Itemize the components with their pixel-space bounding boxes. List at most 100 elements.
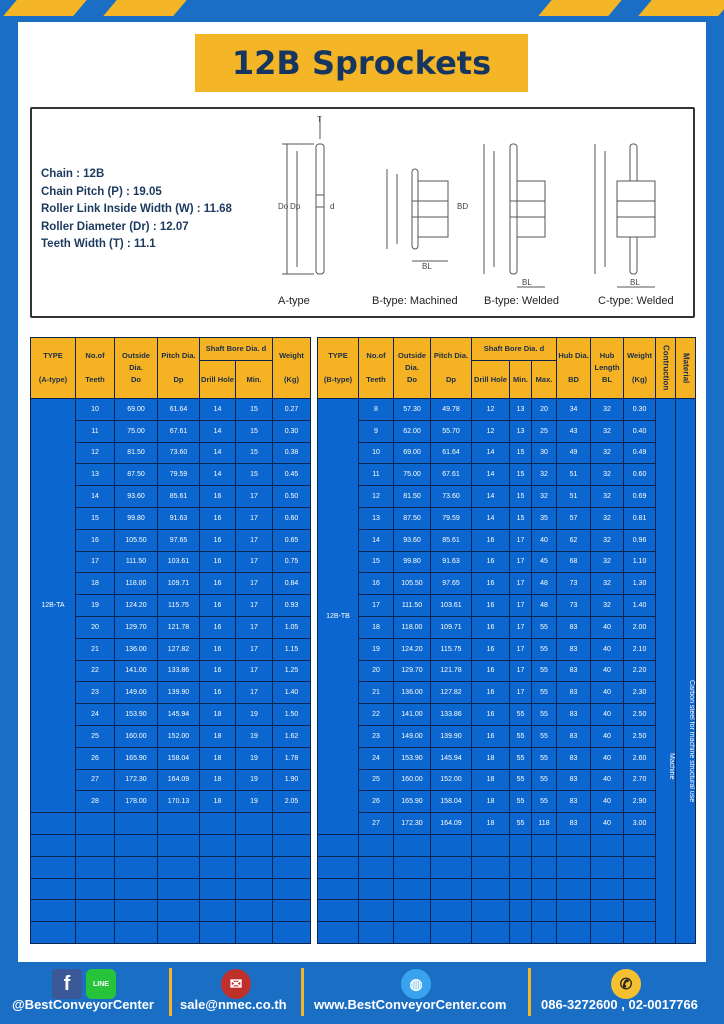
- table-cell: [556, 899, 592, 923]
- table-cell: 83: [556, 703, 592, 726]
- table-cell: [317, 855, 359, 879]
- table-cell: 25: [75, 724, 115, 748]
- table-cell: 91.63: [157, 506, 200, 530]
- table-cell: 93.60: [114, 485, 158, 508]
- social-handle[interactable]: @BestConveyorCenter: [12, 997, 154, 1012]
- table-cell: 17: [509, 659, 532, 683]
- table-cell: 118.00: [393, 615, 431, 639]
- table-cell: 19: [235, 746, 273, 770]
- table-cell: [358, 899, 394, 923]
- table-row: 22 141.00 133.86 16 17 1.25: [31, 659, 311, 683]
- table-cell: [430, 877, 472, 901]
- header-pitch-dia: Pitch Dia. Dp: [157, 337, 200, 399]
- table-cell: 55: [509, 768, 532, 792]
- table-cell: 16: [358, 572, 394, 596]
- facebook-icon[interactable]: f: [52, 969, 82, 999]
- table-cell: [623, 833, 657, 857]
- footer: f LINE @BestConveyorCenter ✉ sale@nmec.c…: [0, 965, 724, 1024]
- table-cell: 17: [509, 637, 532, 661]
- header-drill-hole: Drill Hole: [471, 360, 510, 399]
- table-cell: 32: [590, 398, 625, 421]
- table-cell: 97.65: [157, 528, 200, 552]
- table-cell: 83: [556, 615, 592, 639]
- table-cell: 0.27: [272, 398, 311, 421]
- table-cell: 109.71: [157, 572, 200, 596]
- table-cell: [430, 921, 472, 944]
- table-cell: 17: [235, 594, 273, 617]
- table-cell: 19: [358, 637, 394, 661]
- table-cell: 15: [509, 463, 532, 487]
- globe-icon: ◍: [401, 969, 431, 999]
- table-cell: [590, 921, 625, 944]
- table-cell: [623, 877, 657, 901]
- table-cell: [556, 921, 592, 944]
- table-cell: [199, 899, 236, 923]
- line-icon[interactable]: LINE: [86, 969, 116, 999]
- table-cell: [530, 921, 558, 944]
- table-row: 26 165.90 158.04 18 55 55 83 40 2.90: [318, 790, 696, 814]
- email-link[interactable]: sale@nmec.co.th: [180, 997, 287, 1012]
- table-cell: 18: [471, 790, 510, 814]
- header-min: Min.: [509, 360, 532, 399]
- phone-numbers[interactable]: 086-3272600 , 02-0017766: [541, 997, 698, 1012]
- table-cell: 73: [556, 594, 592, 617]
- website-link[interactable]: www.BestConveyorCenter.com: [314, 997, 507, 1012]
- table-row: 19 124.20 115.75 16 17 0.93: [31, 594, 311, 617]
- table-cell: 67.61: [157, 419, 200, 443]
- table-cell: 17: [235, 506, 273, 530]
- table-cell: 11: [358, 463, 394, 487]
- table-cell: 0.30: [272, 419, 311, 443]
- table-cell: 16: [199, 659, 236, 683]
- table-cell: 19: [75, 594, 115, 617]
- table-cell: [509, 899, 532, 923]
- table-cell: 55: [530, 615, 558, 639]
- table-cell: 149.00: [393, 724, 431, 748]
- table-cell: 26: [358, 790, 394, 814]
- table-cell: 133.86: [430, 703, 472, 726]
- table-cell: [235, 899, 273, 923]
- table-cell: 21: [358, 681, 394, 705]
- table-cell: 17: [235, 572, 273, 596]
- table-cell: 164.09: [157, 768, 200, 792]
- table-cell: 18: [471, 746, 510, 770]
- table-cell: 32: [590, 550, 625, 574]
- table-cell: 16: [199, 594, 236, 617]
- table-cell: 2.50: [623, 703, 657, 726]
- table-cell: 40: [590, 790, 625, 814]
- table-row: 13 87.50 79.59 14 15 0.45: [31, 463, 311, 487]
- diagram-label-a: A-type: [278, 295, 310, 307]
- table-cell: 26: [75, 746, 115, 770]
- label-dp: Dp: [290, 202, 301, 211]
- table-cell: [30, 899, 76, 923]
- table-cell: [393, 833, 431, 857]
- table-cell: [471, 833, 510, 857]
- table-cell: 23: [358, 724, 394, 748]
- table-cell: 17: [509, 615, 532, 639]
- table-cell: 40: [590, 703, 625, 726]
- table-cell: 149.00: [114, 681, 158, 705]
- phone-icon: ✆: [611, 969, 641, 999]
- table-cell: 69.00: [393, 441, 431, 465]
- table-cell: 0.38: [272, 441, 311, 465]
- page-title: 12B Sprockets: [195, 34, 528, 92]
- table-cell: 55: [509, 724, 532, 748]
- table-cell: 73: [556, 572, 592, 596]
- table-cell: [530, 855, 558, 879]
- table-cell: 67.61: [430, 463, 472, 487]
- table-cell: 103.61: [157, 550, 200, 574]
- table-cell: 40: [590, 659, 625, 683]
- table-cell: 0.49: [623, 441, 657, 465]
- table-cell: 14: [199, 419, 236, 443]
- table-cell: 16: [471, 681, 510, 705]
- table-cell: [30, 921, 76, 944]
- table-cell: 48: [530, 572, 558, 596]
- table-cell: 16: [471, 703, 510, 726]
- table-cell: [430, 899, 472, 923]
- table-cell: 1.40: [272, 681, 311, 705]
- table-cell: 16: [199, 637, 236, 661]
- table-row: 19 124.20 115.75 16 17 55 83 40 2.10: [318, 637, 696, 661]
- table-cell: 17: [75, 550, 115, 574]
- type-cell: 12B-TA: [30, 397, 76, 814]
- table-cell: [75, 833, 115, 857]
- table-cell: [114, 899, 158, 923]
